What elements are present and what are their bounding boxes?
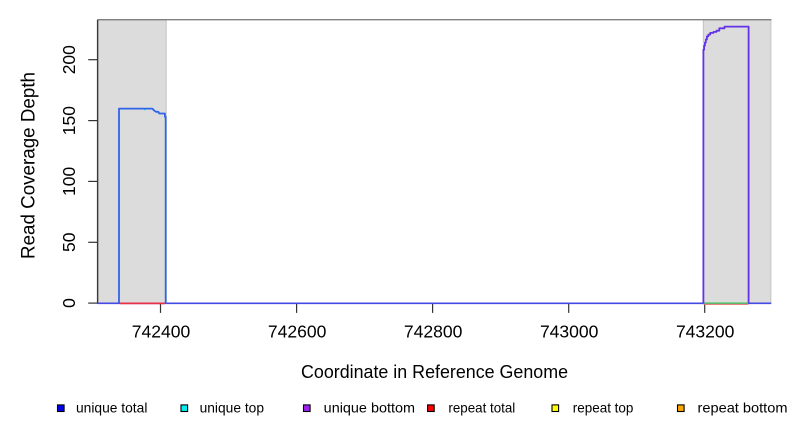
svg-text:742800: 742800 xyxy=(404,322,463,342)
svg-text:742600: 742600 xyxy=(268,322,327,342)
svg-text:repeat bottom: repeat bottom xyxy=(698,400,788,416)
svg-text:Coordinate in Reference Genome: Coordinate in Reference Genome xyxy=(301,362,568,382)
svg-text:unique top: unique top xyxy=(200,400,265,416)
svg-text:unique total: unique total xyxy=(76,400,147,416)
svg-text:0: 0 xyxy=(59,298,79,308)
svg-text:repeat total: repeat total xyxy=(448,400,515,416)
svg-text:150: 150 xyxy=(59,106,79,135)
svg-text:742400: 742400 xyxy=(132,322,191,342)
svg-text:repeat top: repeat top xyxy=(573,400,634,416)
svg-text:200: 200 xyxy=(59,45,79,74)
svg-text:unique bottom: unique bottom xyxy=(324,400,415,416)
svg-text:743000: 743000 xyxy=(540,322,599,342)
svg-text:50: 50 xyxy=(59,232,79,252)
svg-text:100: 100 xyxy=(59,167,79,196)
svg-text:743200: 743200 xyxy=(676,322,735,342)
svg-text:Read Coverage Depth: Read Coverage Depth xyxy=(19,72,40,259)
